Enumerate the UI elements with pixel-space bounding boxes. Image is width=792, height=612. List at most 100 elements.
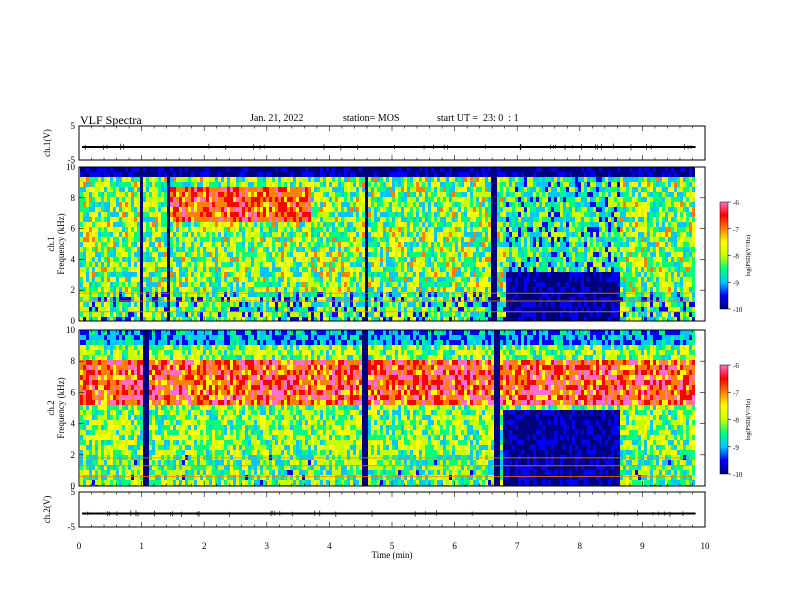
spectrogram-cell — [557, 212, 560, 217]
spectrogram-cell — [554, 242, 557, 247]
spectrogram-cell — [500, 167, 503, 172]
spectrogram-cell — [101, 202, 104, 207]
spectrogram-cell — [242, 252, 245, 257]
spectrogram-cell — [221, 297, 224, 302]
spectrogram-cell — [473, 232, 476, 237]
spectrogram-cell — [278, 207, 281, 212]
spectrogram-cell — [209, 297, 212, 302]
spectrogram-cell — [512, 257, 515, 262]
spectrogram-cell — [482, 317, 485, 321]
spectrogram-cell — [509, 167, 512, 172]
spectrogram-cell — [407, 192, 410, 197]
spectrogram-cell — [242, 317, 245, 321]
spectrogram-cell — [152, 277, 155, 282]
spectrogram-cell — [488, 202, 491, 207]
spectrogram-cell — [260, 282, 263, 287]
spectrogram-cell — [515, 222, 518, 227]
spectrogram-cell — [254, 187, 257, 192]
spectrogram-cell — [248, 237, 251, 242]
spectrogram-cell — [194, 272, 197, 277]
spectrogram-cell — [143, 247, 146, 252]
spectrogram-cell — [248, 167, 251, 172]
spectrogram-cell — [488, 237, 491, 242]
spectrogram-cell — [287, 212, 290, 217]
spectrogram-cell — [464, 222, 467, 227]
spectrogram-cell — [428, 217, 431, 222]
spectrogram-cell — [410, 187, 413, 192]
spectrogram-cell — [476, 292, 479, 297]
spectrogram-cell — [101, 317, 104, 321]
spectrogram-cell — [359, 222, 362, 227]
spectrogram-cell — [305, 257, 308, 262]
spectrogram-cell — [200, 302, 203, 307]
spectrogram-cell — [176, 292, 179, 297]
spectrogram-cell — [257, 232, 260, 237]
spectrogram-cell — [425, 182, 428, 187]
spectrogram-cell — [467, 197, 470, 202]
spectrogram-cell — [164, 252, 167, 257]
spectrogram-cell — [458, 312, 461, 317]
spectrogram-cell — [437, 242, 440, 247]
spectrogram-cell — [116, 237, 119, 242]
spectrogram-cell — [329, 267, 332, 272]
spectrogram-cell — [503, 287, 506, 292]
spectrogram-cell — [539, 182, 542, 187]
spectrogram-cell — [293, 192, 296, 197]
spectrogram-cell — [329, 177, 332, 182]
spectrogram-cell — [503, 187, 506, 192]
spectrogram-cell — [509, 212, 512, 217]
spectrogram-cell — [398, 192, 401, 197]
spectrogram-cell — [176, 272, 179, 277]
spectrogram-cell — [530, 272, 533, 277]
spectrogram-cell — [485, 207, 488, 212]
spectrogram-cell — [83, 217, 86, 222]
spectrogram-cell — [437, 187, 440, 192]
spectrogram-cell — [335, 262, 338, 267]
spectrogram-cell — [335, 237, 338, 242]
spectrogram-cell — [92, 257, 95, 262]
spectrogram-cell — [116, 182, 119, 187]
spectrogram-cell — [395, 287, 398, 292]
spectrogram-cell — [542, 197, 545, 202]
spectrogram-cell — [425, 172, 428, 177]
spectrogram-cell — [323, 237, 326, 242]
spectrogram-cell — [149, 192, 152, 197]
spectrogram-cell — [83, 237, 86, 242]
spectrogram-cell — [245, 292, 248, 297]
spectrogram-cell — [260, 197, 263, 202]
spectrogram-cell — [296, 197, 299, 202]
spectrogram-cell — [533, 257, 536, 262]
spectrogram-cell — [524, 257, 527, 262]
spectrogram-cell — [551, 182, 554, 187]
spectrogram-cell — [392, 212, 395, 217]
spectrogram-cell — [431, 277, 434, 282]
spectrogram-cell — [137, 202, 140, 207]
spectrogram-cell — [224, 267, 227, 272]
spectrogram-cell — [86, 242, 89, 247]
spectrogram-cell — [233, 252, 236, 257]
spectrogram-cell — [386, 172, 389, 177]
spectrogram-cell — [125, 192, 128, 197]
spectrogram-cell — [134, 252, 137, 257]
spectrogram-cell — [542, 242, 545, 247]
spectrogram-cell — [338, 227, 341, 232]
spectrogram-cell — [188, 202, 191, 207]
spectrogram-cell — [149, 202, 152, 207]
spectrogram-cell — [107, 187, 110, 192]
spectrogram-cell — [113, 202, 116, 207]
spectrogram-cell — [368, 312, 371, 317]
spectrogram-cell — [404, 247, 407, 252]
spectrogram-cell — [215, 207, 218, 212]
spectrogram-cell — [239, 177, 242, 182]
spectrogram-cell — [524, 182, 527, 187]
spectrogram-cell — [83, 172, 86, 177]
spectrogram-cell — [302, 297, 305, 302]
spectrogram-cell — [176, 232, 179, 237]
spectrogram-cell — [341, 242, 344, 247]
spectrogram-cell — [431, 187, 434, 192]
spectrogram-cell — [197, 257, 200, 262]
spectrogram-cell — [233, 297, 236, 302]
spectrogram-cell — [350, 247, 353, 252]
spectrogram-cell — [161, 252, 164, 257]
spectrogram-cell — [563, 182, 566, 187]
